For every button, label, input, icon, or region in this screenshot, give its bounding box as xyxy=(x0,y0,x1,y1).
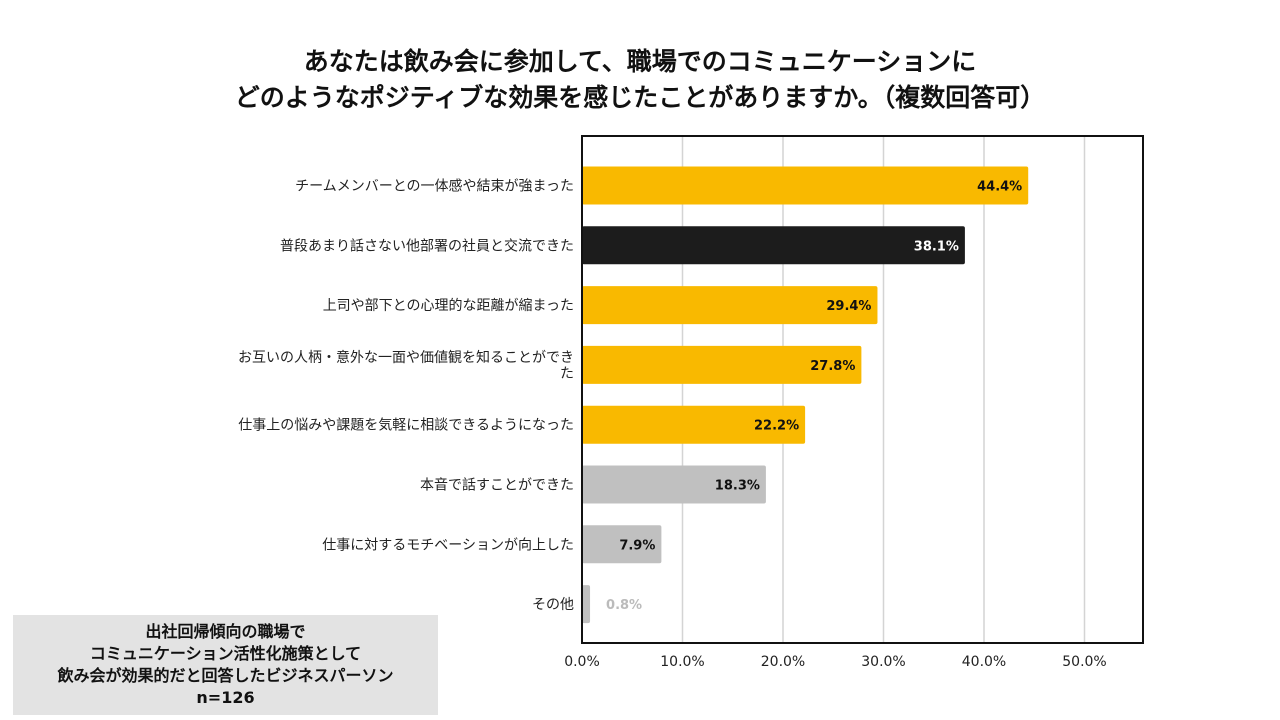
bar xyxy=(582,585,591,624)
chart-title-line-1: あなたは飲み会に参加して、職場でのコミュニケーションに xyxy=(303,47,977,76)
bar xyxy=(582,345,862,384)
bar xyxy=(582,405,806,444)
category-label: 普段あまり話さない他部署の社員と交流できた xyxy=(280,237,574,254)
data-label: 22.2% xyxy=(754,419,799,434)
bar xyxy=(582,286,878,325)
x-tick-label: 50.0% xyxy=(1062,654,1106,670)
plot-frame xyxy=(581,135,1144,644)
data-label: 44.4% xyxy=(977,180,1022,195)
x-tick-label: 0.0% xyxy=(564,654,600,670)
chart-title: あなたは飲み会に参加して、職場でのコミュニケーションに どのようなポジティブな効… xyxy=(0,44,1280,116)
data-label: 27.8% xyxy=(810,359,855,374)
chart-title-line-2: どのようなポジティブな効果を感じたことがありますか。（複数回答可） xyxy=(234,83,1046,112)
note-line-4: n=126 xyxy=(196,688,255,707)
note-line-1: 出社回帰傾向の職場で xyxy=(145,622,306,641)
data-label: 0.8% xyxy=(606,598,642,613)
x-tick-label: 30.0% xyxy=(861,654,905,670)
bar xyxy=(582,525,662,564)
bar xyxy=(582,465,766,504)
category-label: 上司や部下との心理的な距離が縮まった xyxy=(323,297,574,314)
sample-note: 出社回帰傾向の職場で コミュニケーション活性化施策として 飲み会が効果的だと回答… xyxy=(13,615,438,715)
bar xyxy=(582,226,965,265)
data-label: 38.1% xyxy=(914,239,959,254)
category-label: お互いの人柄・意外な一面や価値観を知ることができ xyxy=(238,349,574,366)
bar xyxy=(582,166,1029,205)
note-line-3: 飲み会が効果的だと回答したビジネスパーソン xyxy=(57,666,394,685)
x-tick-label: 40.0% xyxy=(962,654,1006,670)
data-label: 18.3% xyxy=(715,479,760,494)
category-label: 仕事に対するモチベーションが向上した xyxy=(322,537,574,553)
category-label: 仕事上の悩みや課題を気軽に相談できるようになった xyxy=(238,418,574,434)
category-label: その他 xyxy=(532,597,574,613)
data-label: 29.4% xyxy=(826,299,871,314)
note-line-2: コミュニケーション活性化施策として xyxy=(89,644,362,663)
category-label: た xyxy=(560,366,574,382)
category-label: チームメンバーとの一体感や結束が強まった xyxy=(295,178,574,195)
x-tick-label: 20.0% xyxy=(761,654,805,670)
x-tick-label: 10.0% xyxy=(660,654,704,670)
category-label: 本音で話すことができた xyxy=(420,477,574,494)
data-label: 7.9% xyxy=(619,538,655,553)
